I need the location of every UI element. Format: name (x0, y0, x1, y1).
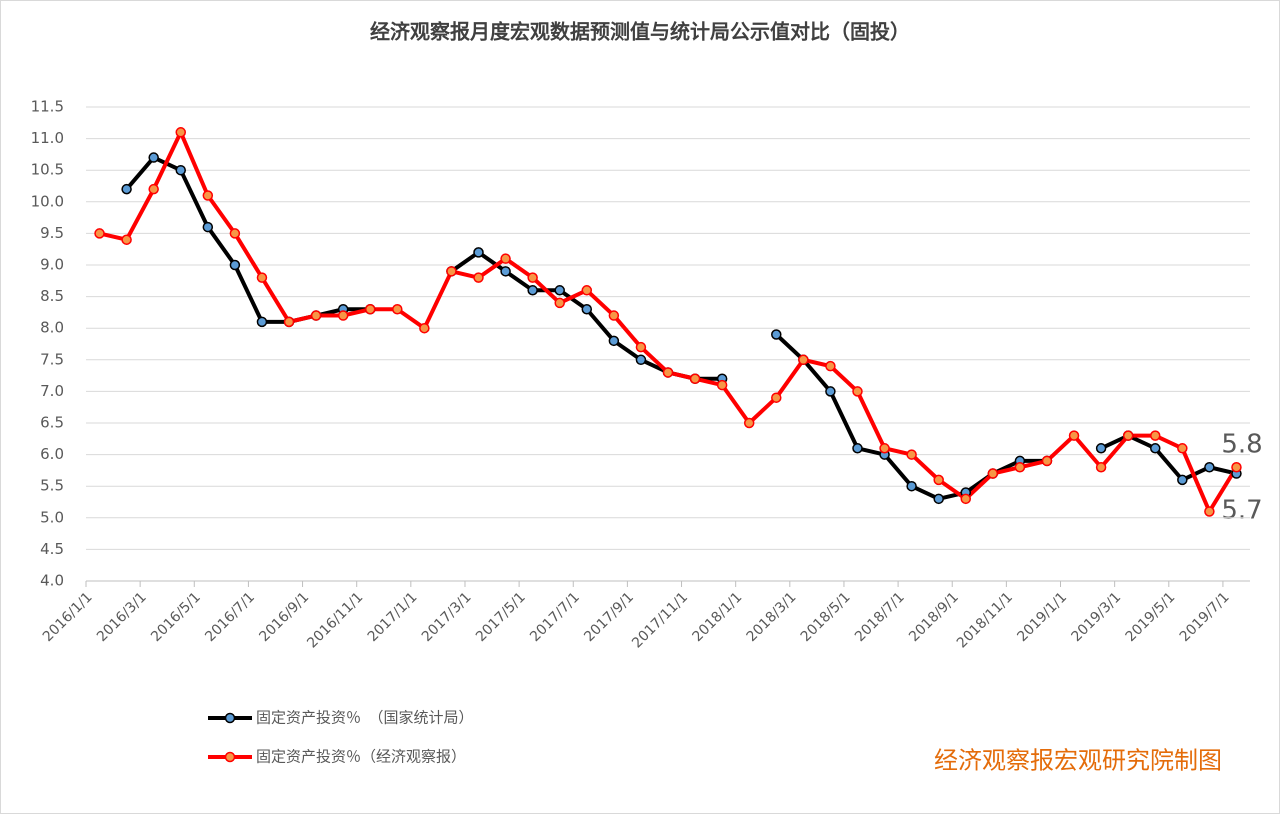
point (554, 297, 565, 309)
point (798, 354, 809, 366)
point (608, 310, 620, 321)
point (148, 152, 159, 163)
y-tick-label: 6.0 (40, 445, 64, 463)
point (743, 417, 755, 429)
y-tick-label: 11.5 (31, 98, 64, 116)
y-tick-label: 5.5 (40, 477, 64, 495)
point (473, 247, 484, 258)
point (500, 266, 511, 277)
point (1041, 455, 1053, 467)
point (906, 449, 917, 460)
point (527, 285, 538, 296)
point (283, 316, 295, 328)
legend-label: 固定资产投资％ （国家统计局） (256, 709, 474, 727)
point (771, 392, 782, 403)
point (825, 360, 836, 372)
point (933, 474, 944, 486)
y-tick-label: 11.0 (31, 129, 64, 147)
y-tick-label: 10.5 (31, 161, 64, 179)
y-tick-label: 4.5 (40, 540, 64, 558)
point (1204, 461, 1215, 473)
point (554, 285, 565, 296)
point (175, 127, 186, 138)
point (1177, 443, 1188, 454)
credit: 经济观察报宏观研究院制图 (934, 747, 1222, 775)
point (256, 316, 268, 328)
point (852, 443, 863, 454)
point (608, 335, 620, 347)
point (527, 272, 538, 283)
point (446, 266, 457, 277)
point (1150, 443, 1161, 454)
point (987, 468, 999, 479)
point (1150, 430, 1161, 441)
point (1204, 506, 1215, 517)
y-tick-label: 9.0 (40, 256, 64, 274)
point (229, 228, 241, 239)
point (852, 386, 863, 397)
y-tick-label: 8.0 (40, 319, 64, 337)
point (419, 322, 430, 334)
legend-label: 固定资产投资％（经济观察报） (256, 748, 466, 766)
point (1122, 430, 1134, 441)
point (256, 272, 268, 283)
point (202, 221, 214, 233)
point (121, 234, 132, 245)
point (148, 183, 159, 195)
y-tick-label: 8.5 (40, 287, 64, 305)
y-tick-label: 5.0 (40, 508, 64, 526)
point (581, 285, 593, 296)
point (933, 493, 944, 505)
point (960, 493, 972, 505)
point (771, 329, 782, 340)
y-tick-label: 7.5 (40, 350, 64, 368)
point (500, 253, 511, 264)
point (635, 354, 647, 366)
point (94, 228, 105, 239)
point (825, 386, 836, 397)
point (473, 272, 484, 283)
point (1177, 474, 1188, 486)
point (635, 341, 647, 353)
point (906, 480, 917, 492)
point (581, 303, 593, 315)
y-tick-label: 10.0 (31, 192, 64, 210)
point (202, 190, 214, 201)
point (392, 303, 403, 315)
point (1014, 461, 1026, 473)
point (337, 310, 349, 321)
legend-marker (224, 751, 236, 763)
point (175, 164, 186, 176)
point (310, 310, 322, 321)
point (1095, 461, 1107, 473)
point (1068, 430, 1080, 441)
y-tick-label: 9.5 (40, 224, 64, 242)
point (229, 259, 241, 271)
y-tick-label: 6.5 (40, 414, 64, 432)
point (879, 443, 890, 454)
point (716, 379, 728, 391)
point (364, 303, 376, 315)
chart-title: 经济观察报月度宏观数据预测值与统计局公示值对比（固投） (370, 20, 910, 44)
y-tick-label: 4.0 (40, 572, 64, 590)
point (1231, 461, 1242, 473)
point (121, 183, 132, 195)
legend-marker (224, 712, 236, 724)
y-tick-label: 7.0 (40, 382, 64, 400)
point (1095, 443, 1107, 454)
point (689, 373, 701, 385)
point (662, 367, 674, 378)
annotation: 5.7 (1221, 496, 1262, 526)
